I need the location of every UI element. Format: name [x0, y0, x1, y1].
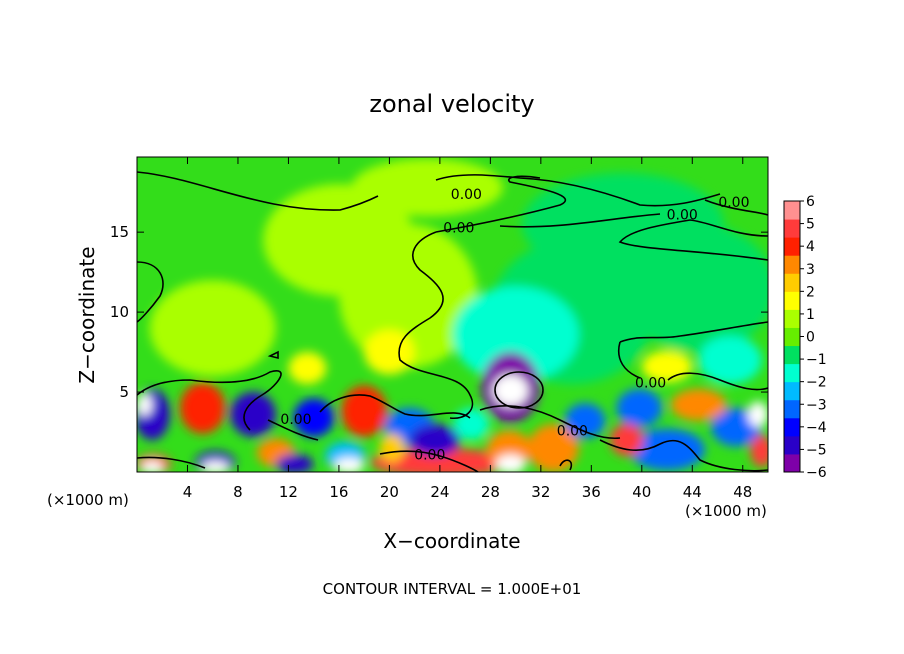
colorbar-label: −6 [806, 465, 827, 481]
contour-label: 0.00 [451, 187, 482, 203]
velocity-feature [616, 388, 662, 428]
colorbar-label: 2 [806, 284, 815, 300]
y-axis: 5 10 15 [110, 223, 768, 401]
velocity-feature [230, 392, 276, 437]
velocity-feature [495, 454, 526, 472]
contour-label: 0.00 [443, 220, 474, 236]
colorbar-label: 4 [806, 239, 815, 255]
velocity-feature [201, 460, 230, 472]
colorbar-swatch [784, 417, 800, 437]
velocity-feature [351, 158, 503, 217]
colorbar-swatch [784, 363, 800, 383]
velocity-feature [288, 352, 327, 385]
velocity-feature [409, 424, 461, 457]
contour-label: 0.00 [667, 208, 698, 224]
colorbar-swatch [784, 381, 800, 401]
zero-contours [137, 171, 768, 472]
x-axis: 4 8 12 16 20 24 28 32 36 40 44 48 [183, 157, 752, 501]
velocity-feature [333, 457, 365, 472]
velocity-feature [140, 460, 164, 472]
colorbar-label: 1 [806, 307, 815, 323]
colorbar-label: −3 [806, 397, 827, 413]
velocity-field [137, 158, 768, 472]
x-tick-label: 44 [683, 483, 702, 501]
x-tick-label: 28 [481, 483, 500, 501]
y-tick-label: 15 [110, 223, 129, 241]
velocity-feature [670, 388, 727, 421]
plot-frame [136, 156, 769, 473]
velocity-feature [564, 403, 606, 439]
x-unit-left: (×1000 m) [47, 491, 129, 509]
plot-area: 0.00 0.00 0.00 0.00 0.00 0.00 0.00 0.00 [136, 156, 769, 473]
colorbar-swatch [784, 399, 800, 419]
x-tick-label: 16 [329, 483, 348, 501]
velocity-feature [179, 382, 226, 434]
colorbar: 6 5 4 3 2 1 0 −1 −2 −3 −4 −5 −6 [783, 194, 827, 481]
velocity-feature [610, 424, 644, 457]
colorbar-swatch [784, 291, 800, 310]
x-tick-label: 8 [233, 483, 243, 501]
y-tick-label: 10 [110, 303, 129, 321]
x-axis-label: X−coordinate [383, 529, 520, 553]
colorbar-label: 3 [806, 262, 815, 278]
y-axis-label: Z−coordinate [75, 246, 99, 383]
contour-label: 0.00 [557, 423, 588, 439]
velocity-feature [149, 280, 276, 377]
velocity-feature [370, 448, 510, 472]
chart-title: zonal velocity [369, 90, 534, 118]
colorbar-label: −4 [806, 420, 827, 436]
colorbar-swatch [784, 237, 800, 256]
colorbar-swatch [784, 327, 800, 347]
colorbar-label: 6 [806, 194, 815, 210]
x-unit-right: (×1000 m) [685, 502, 767, 520]
velocity-feature [629, 428, 705, 471]
colorbar-swatch [784, 345, 800, 365]
colorbar-label: 0 [806, 330, 815, 346]
x-tick-label: 20 [380, 483, 399, 501]
velocity-feature [263, 184, 415, 297]
x-tick-label: 12 [279, 483, 298, 501]
velocity-feature [379, 433, 405, 463]
y-tick-label: 5 [119, 383, 129, 401]
colorbar-swatch [784, 453, 800, 473]
contour-label: 0.00 [280, 412, 311, 428]
x-tick-label: 4 [183, 483, 193, 501]
x-tick-label: 36 [582, 483, 601, 501]
velocity-feature [137, 393, 153, 417]
colorbar-label: −2 [806, 375, 827, 391]
contour-label: 0.00 [414, 447, 445, 463]
colorbar-label: −1 [806, 352, 827, 368]
colorbar-swatch [784, 201, 800, 220]
velocity-feature [698, 336, 762, 385]
x-tick-label: 40 [632, 483, 651, 501]
velocity-feature [341, 385, 387, 437]
colorbar-swatch [784, 255, 800, 274]
velocity-feature [747, 401, 768, 428]
colorbar-label: −5 [806, 442, 827, 458]
velocity-feature [452, 286, 579, 383]
colorbar-swatch [784, 273, 800, 292]
contour-labels: 0.00 0.00 0.00 0.00 0.00 0.00 0.00 0.00 [280, 187, 749, 464]
contour-interval-note: CONTOUR INTERVAL = 1.000E+01 [323, 580, 582, 598]
contour-label: 0.00 [635, 375, 666, 391]
contour-label: 0.00 [718, 195, 749, 211]
velocity-feature [492, 374, 529, 407]
velocity-feature [364, 329, 415, 375]
velocity-feature [275, 454, 314, 472]
colorbar-swatch [784, 435, 800, 455]
colorbar-swatch [784, 309, 800, 328]
x-tick-label: 24 [430, 483, 449, 501]
colorbar-swatch [784, 219, 800, 238]
x-tick-label: 48 [733, 483, 752, 501]
velocity-feature [750, 435, 768, 468]
x-tick-label: 32 [531, 483, 550, 501]
colorbar-label: 5 [806, 217, 815, 233]
